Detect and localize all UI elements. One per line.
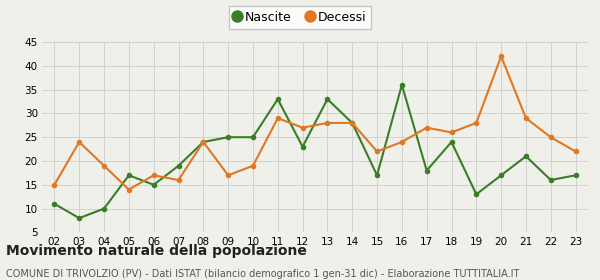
Decessi <box>423 126 430 129</box>
Nascite <box>547 178 554 182</box>
Decessi <box>200 140 207 144</box>
Nascite <box>51 202 58 206</box>
Decessi <box>349 121 356 125</box>
Decessi <box>299 126 306 129</box>
Nascite <box>274 97 281 101</box>
Nascite <box>100 207 107 210</box>
Nascite <box>76 216 83 220</box>
Nascite <box>398 83 406 87</box>
Decessi <box>100 164 107 167</box>
Nascite <box>299 145 306 148</box>
Decessi <box>448 131 455 134</box>
Nascite <box>497 174 505 177</box>
Nascite <box>125 174 133 177</box>
Decessi <box>572 150 579 153</box>
Decessi <box>398 140 406 144</box>
Nascite <box>349 121 356 125</box>
Decessi <box>497 55 505 58</box>
Decessi <box>547 136 554 139</box>
Nascite <box>523 155 530 158</box>
Decessi <box>125 188 133 191</box>
Decessi <box>373 150 380 153</box>
Decessi <box>175 178 182 182</box>
Line: Nascite: Nascite <box>52 82 578 221</box>
Nascite <box>572 174 579 177</box>
Line: Decessi: Decessi <box>52 53 578 192</box>
Decessi <box>324 121 331 125</box>
Nascite <box>150 183 157 186</box>
Decessi <box>250 164 257 167</box>
Decessi <box>523 116 530 120</box>
Legend: Nascite, Decessi: Nascite, Decessi <box>229 6 371 29</box>
Nascite <box>473 193 480 196</box>
Nascite <box>200 140 207 144</box>
Decessi <box>473 121 480 125</box>
Nascite <box>224 136 232 139</box>
Nascite <box>448 140 455 144</box>
Decessi <box>150 174 157 177</box>
Text: Movimento naturale della popolazione: Movimento naturale della popolazione <box>6 244 307 258</box>
Decessi <box>51 183 58 186</box>
Nascite <box>175 164 182 167</box>
Decessi <box>224 174 232 177</box>
Nascite <box>324 97 331 101</box>
Nascite <box>250 136 257 139</box>
Nascite <box>373 174 380 177</box>
Decessi <box>274 116 281 120</box>
Text: COMUNE DI TRIVOLZIO (PV) - Dati ISTAT (bilancio demografico 1 gen-31 dic) - Elab: COMUNE DI TRIVOLZIO (PV) - Dati ISTAT (b… <box>6 269 520 279</box>
Nascite <box>423 169 430 172</box>
Decessi <box>76 140 83 144</box>
